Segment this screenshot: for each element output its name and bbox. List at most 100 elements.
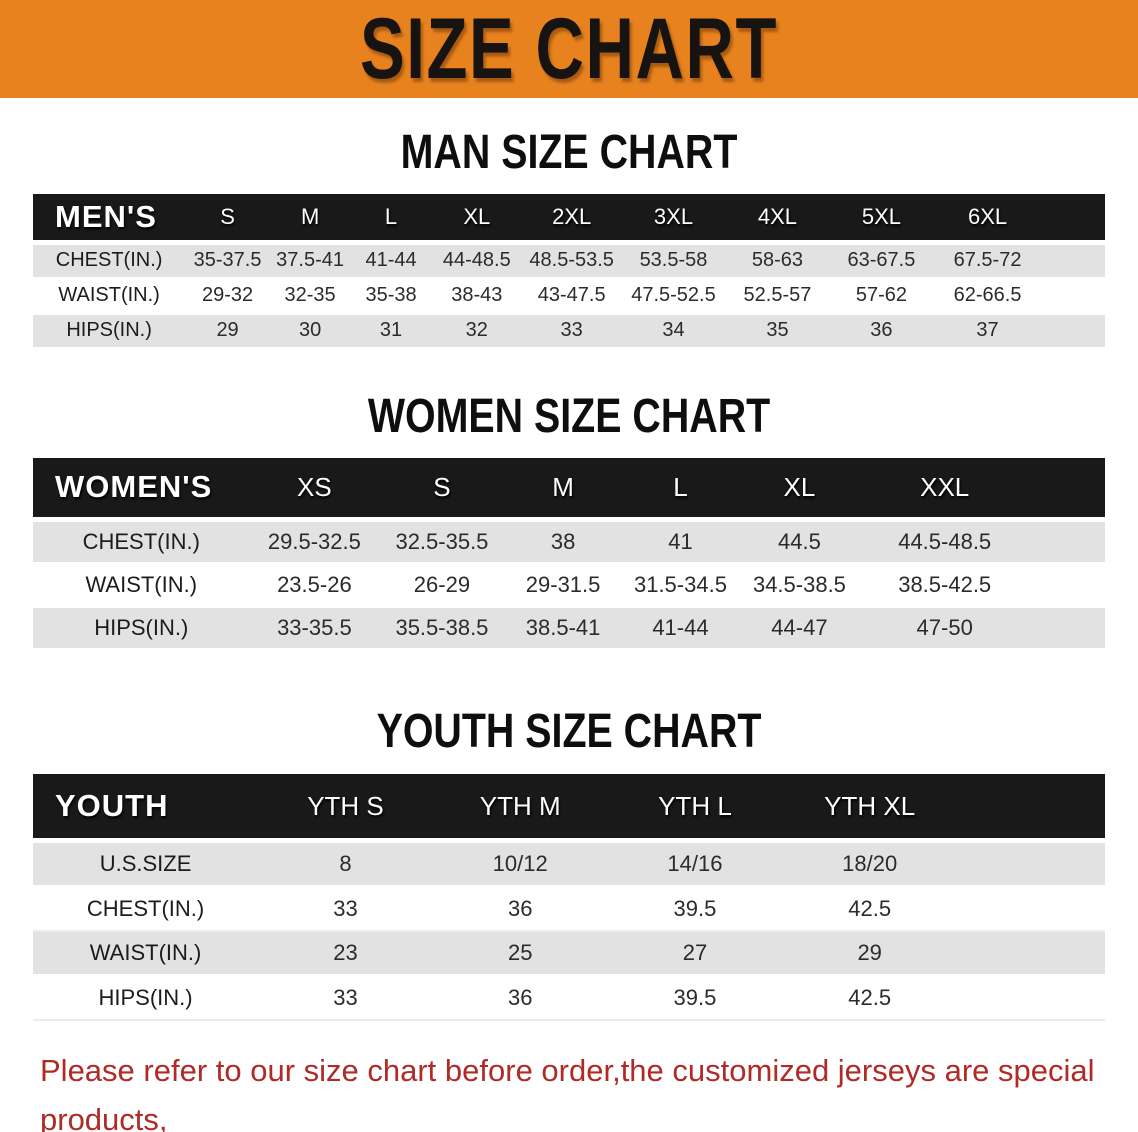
size-cell: 36 xyxy=(507,985,533,1011)
youth-section-heading: YOUTH SIZE CHART xyxy=(376,704,762,758)
size-cell: 31 xyxy=(379,319,403,342)
size-cell: 14/16 xyxy=(667,851,723,877)
size-cell: 33 xyxy=(333,985,358,1011)
size-cell: 38.5-42.5 xyxy=(898,571,992,597)
size-cell: 33 xyxy=(560,319,583,342)
size-cell: 47.5-52.5 xyxy=(631,284,716,307)
size-column-header: YTH M xyxy=(432,774,608,841)
size-column-header: 5XL xyxy=(829,193,934,243)
men-size-table: MEN'S S M L XL 2XL 3XL 4XL 5XL 6XL CHEST(IN.) 35-37… xyxy=(33,193,1105,350)
size-column-header: L xyxy=(621,457,740,519)
size-cell: 38 xyxy=(550,528,576,554)
size-cell: 37.5-41 xyxy=(276,249,345,272)
size-cell: 35.5-38.5 xyxy=(395,614,489,640)
size-column-header: XS xyxy=(249,457,380,519)
size-cell: 53.5-58 xyxy=(639,249,708,272)
size-cell: 38-43 xyxy=(451,284,503,307)
women-size-table: WOMEN'S XS S M L XL XXL CHEST(IN.) 29.5-32.5 32.5… xyxy=(33,457,1105,651)
youth-table-wrapper: YOUTH YTH S YTH M YTH L YTH XL U.S.SIZE 8 10/12… xyxy=(33,774,1105,1021)
row-label: HIPS(IN.) xyxy=(98,985,193,1011)
size-cell: 26-29 xyxy=(413,571,471,597)
size-cell: 44.5-48.5 xyxy=(898,528,992,554)
size-cell: 44-48.5 xyxy=(442,249,511,272)
header-row: MEN'S S M L XL 2XL 3XL 4XL 5XL 6XL xyxy=(33,193,1105,243)
table-row: WAIST(IN.) 23.5-26 26-29 29-31.5 31.5-34.5 34… xyxy=(33,563,1105,606)
youth-size-chart-section: YOUTH SIZE CHART YOUTH YTH S YTH M YTH L YTH … xyxy=(0,705,1138,1022)
table-row: HIPS(IN.) 33 36 39.5 42.5 xyxy=(33,975,1105,1021)
size-cell: 39.5 xyxy=(673,896,717,922)
size-cell: 36 xyxy=(870,319,893,342)
row-label: HIPS(IN.) xyxy=(66,319,152,342)
size-column-header: 6XL xyxy=(933,193,1042,243)
women-table-wrapper: WOMEN'S XS S M L XL XXL CHEST(IN.) 29.5-32.5 32.5… xyxy=(33,457,1105,651)
table-row: CHEST(IN.) 33 36 39.5 42.5 xyxy=(33,886,1105,932)
row-label: CHEST(IN.) xyxy=(86,896,205,922)
size-cell: 32-35 xyxy=(284,284,336,307)
size-cell: 42.5 xyxy=(848,985,892,1011)
row-label: WAIST(IN.) xyxy=(58,284,160,307)
size-cell: 8 xyxy=(339,851,352,877)
size-cell: 38.5-41 xyxy=(525,614,601,640)
filler-cell xyxy=(1041,193,1105,243)
size-cell: 41-44 xyxy=(365,249,417,272)
size-cell: 44.5 xyxy=(778,528,821,554)
size-cell: 35-38 xyxy=(365,284,417,307)
size-column-header: YTH XL xyxy=(782,774,958,841)
size-cell: 41-44 xyxy=(652,614,709,640)
women-table-title: WOMEN'S xyxy=(33,457,250,519)
row-label: WAIST(IN.) xyxy=(89,940,202,966)
row-label: WAIST(IN.) xyxy=(85,571,198,597)
size-column-header: XL xyxy=(739,457,860,519)
size-cell: 30 xyxy=(298,319,322,342)
size-column-header: XL xyxy=(431,193,522,243)
banner: SIZE CHART xyxy=(0,0,1138,98)
size-cell: 29-31.5 xyxy=(525,571,601,597)
youth-table-title: YOUTH xyxy=(33,774,259,841)
filler-cell xyxy=(1029,457,1105,519)
row-label: HIPS(IN.) xyxy=(94,614,189,640)
size-cell: 47-50 xyxy=(916,614,973,640)
size-cell: 31.5-34.5 xyxy=(633,571,727,597)
men-table-title: MEN'S xyxy=(33,193,186,243)
size-column-header: XXL xyxy=(859,457,1030,519)
row-label: CHEST(IN.) xyxy=(55,249,163,272)
filler-cell xyxy=(1042,278,1105,313)
filler-cell xyxy=(1042,313,1105,348)
youth-size-table: YOUTH YTH S YTH M YTH L YTH XL U.S.SIZE 8 10/12… xyxy=(33,774,1105,1021)
size-cell: 32.5-35.5 xyxy=(395,528,489,554)
size-cell: 43-47.5 xyxy=(537,284,606,307)
charts-container: MAN SIZE CHART MEN'S S M L XL 2XL 3XL 4XL 5XL 6XL C… xyxy=(0,126,1138,1021)
size-cell: 23 xyxy=(333,940,358,966)
size-cell: 58-63 xyxy=(751,249,804,272)
size-column-header: M xyxy=(269,193,351,243)
women-section-heading: WOMEN SIZE CHART xyxy=(367,389,771,443)
disclaimer-line-1: Please refer to our size chart before or… xyxy=(40,1053,1095,1132)
size-cell: 52.5-57 xyxy=(743,284,812,307)
filler-cell xyxy=(957,887,1105,932)
size-cell: 29.5-32.5 xyxy=(267,528,361,554)
filler-cell xyxy=(957,841,1105,887)
table-row: CHEST(IN.) 29.5-32.5 32.5-35.5 38 41 44.5 44.5… xyxy=(33,519,1105,563)
size-cell: 29 xyxy=(857,940,882,966)
page-title: SIZE CHART xyxy=(359,1,779,97)
size-column-header: L xyxy=(350,193,432,243)
row-label: U.S.SIZE xyxy=(99,851,192,877)
size-column-header: 4XL xyxy=(725,193,830,243)
size-column-header: 3XL xyxy=(621,193,726,243)
table-row: HIPS(IN.) 29 30 31 32 33 34 35 36 37 xyxy=(33,313,1105,349)
women-size-chart-section: WOMEN SIZE CHART WOMEN'S XS S M L XL XXL CHEST(I… xyxy=(0,390,1138,651)
table-row: U.S.SIZE 8 10/12 14/16 18/20 xyxy=(33,840,1105,887)
size-cell: 32 xyxy=(465,319,488,342)
size-cell: 44-47 xyxy=(771,614,828,640)
size-cell: 41 xyxy=(668,528,693,554)
filler-cell xyxy=(1030,606,1105,649)
men-size-chart-section: MAN SIZE CHART MEN'S S M L XL 2XL 3XL 4XL 5XL 6XL C… xyxy=(0,126,1138,350)
size-cell: 35-37.5 xyxy=(193,249,262,272)
table-row: WAIST(IN.) 29-32 32-35 35-38 38-43 43-47.5 47.… xyxy=(33,278,1105,314)
size-cell: 34.5-38.5 xyxy=(752,571,846,597)
size-cell: 29-32 xyxy=(201,284,254,307)
size-cell: 48.5-53.5 xyxy=(529,249,614,272)
size-cell: 62-66.5 xyxy=(953,284,1022,307)
filler-cell xyxy=(957,931,1105,976)
